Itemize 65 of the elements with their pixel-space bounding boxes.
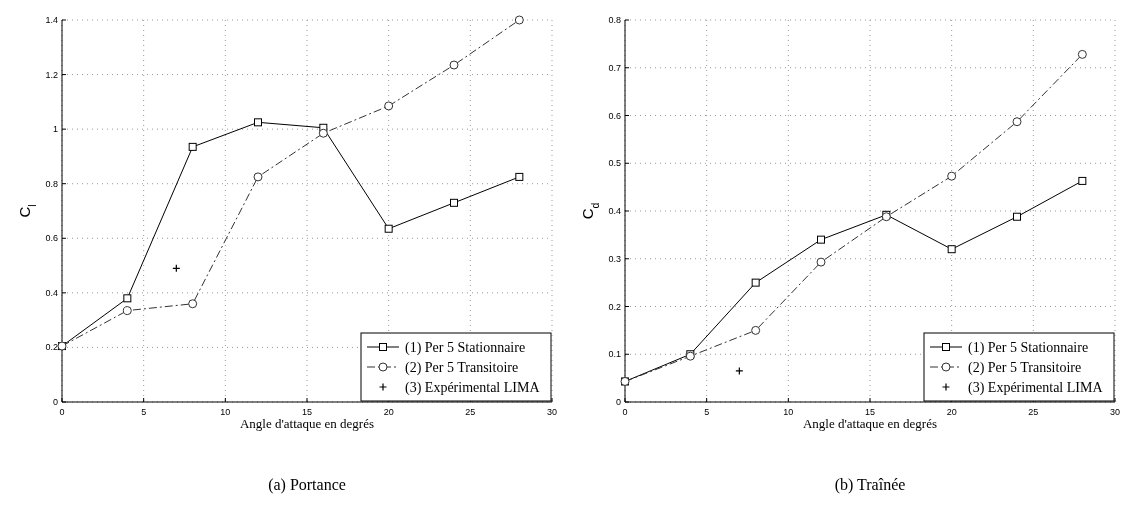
- legend-label: (1) Per 5 Stationnaire: [968, 340, 1089, 356]
- y-tick-label: 1.2: [45, 69, 58, 80]
- y-tick-label: 0.8: [45, 178, 58, 189]
- y-tick-label: 0.3: [608, 253, 621, 264]
- x-tick-label: 5: [704, 407, 710, 417]
- point: [735, 366, 744, 376]
- y-tick-label: 0: [615, 397, 621, 407]
- point: [1013, 212, 1021, 221]
- x-tick-label: 10: [220, 407, 231, 417]
- x-tick-label: 30: [546, 407, 558, 417]
- y-tick-label: 0.2: [45, 342, 58, 353]
- legend-label: (2) Per 5 Transitoire: [405, 360, 519, 376]
- point: [450, 198, 458, 207]
- point: [514, 15, 524, 25]
- y-tick-label: 0.2: [608, 301, 621, 312]
- point: [515, 172, 524, 181]
- point: [947, 245, 956, 254]
- point: [1077, 49, 1087, 59]
- legend-label: (3) Expérimental LIMA: [405, 380, 541, 396]
- text: (a) Portance: [268, 476, 346, 494]
- y-tick-label: 0.6: [608, 110, 621, 121]
- y-tick-label: 0.4: [608, 206, 621, 216]
- legend-label: (3) Expérimental LIMA: [968, 380, 1104, 396]
- x-tick-label: 25: [465, 407, 476, 417]
- point: [816, 257, 826, 267]
- x-tick-label: 20: [383, 407, 394, 417]
- point: [254, 118, 262, 127]
- x-tick-label: 15: [301, 407, 313, 417]
- x-tick-label: 0: [59, 407, 65, 417]
- y-tick-label: 1.4: [45, 15, 58, 25]
- point: [947, 171, 957, 181]
- legend-label: (1) Per 5 Stationnaire: [405, 340, 526, 356]
- y-tick-label: 0.8: [608, 15, 621, 25]
- y-tick-label: 1: [52, 124, 58, 135]
- x-tick-label: 30: [1109, 407, 1121, 417]
- point: [1012, 117, 1022, 127]
- point: [384, 101, 394, 111]
- point: [318, 128, 328, 138]
- y-tick-label: 0.6: [45, 233, 58, 244]
- point: [188, 142, 197, 151]
- x-tick-label: 5: [141, 407, 147, 417]
- x-tick-label: 15: [864, 407, 876, 417]
- point: [817, 235, 825, 244]
- x-axis-title: Angle d'attaque en degrés: [239, 416, 375, 431]
- y-tick-label: 0: [52, 397, 58, 407]
- point: [384, 224, 393, 233]
- point: [751, 278, 760, 287]
- y-tick-label: 0.7: [608, 62, 621, 73]
- x-tick-label: 20: [946, 407, 957, 417]
- legend-label: (2) Per 5 Transitoire: [968, 360, 1082, 376]
- point: [1078, 176, 1087, 185]
- point: [449, 60, 459, 70]
- x-tick-label: 10: [783, 407, 794, 417]
- y-tick-label: 0.4: [45, 287, 58, 298]
- point: [188, 299, 198, 309]
- point: [751, 325, 761, 335]
- y-tick-label: 0.5: [608, 158, 621, 169]
- point: [253, 172, 263, 182]
- x-tick-label: 0: [622, 407, 628, 417]
- point: [123, 294, 132, 303]
- x-tick-label: 25: [1028, 407, 1039, 417]
- y-tick-label: 0.1: [608, 349, 621, 360]
- text: (b) Traînée: [834, 476, 906, 494]
- x-axis-title: Angle d'attaque en degrés: [802, 416, 938, 431]
- point: [122, 306, 132, 316]
